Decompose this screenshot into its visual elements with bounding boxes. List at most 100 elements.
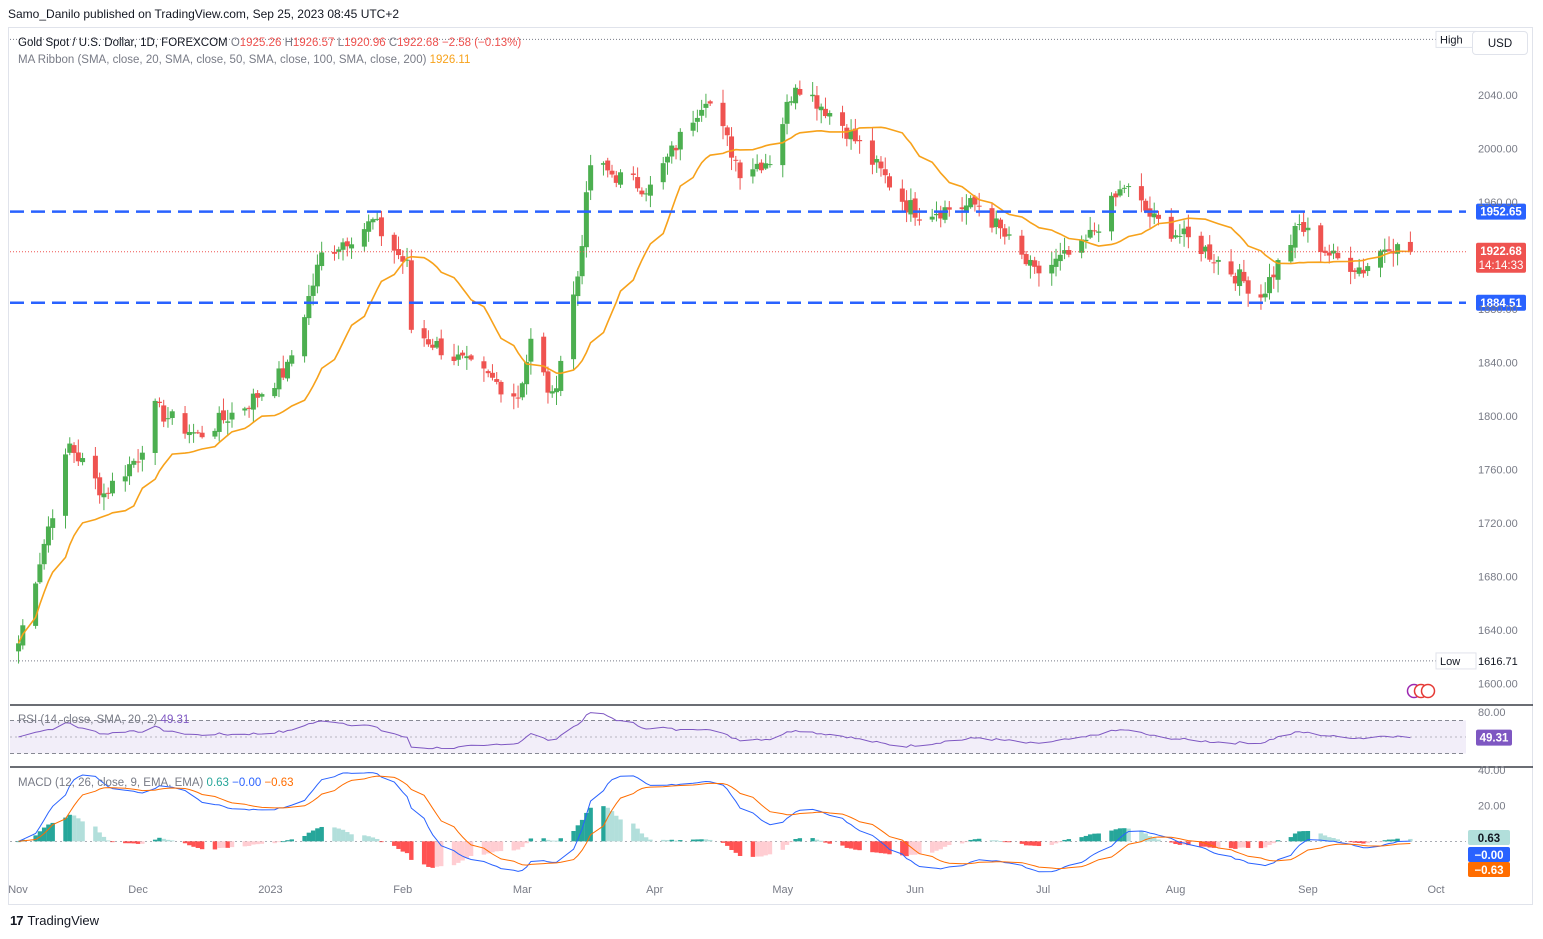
candle-body	[882, 169, 888, 176]
publisher-line: Samo_Danilo published on TradingView.com…	[8, 7, 400, 21]
price-tick-label: 1680.00	[1478, 571, 1518, 583]
candle-body	[1151, 213, 1157, 218]
macd-histogram-bar	[912, 841, 918, 855]
candle-body	[105, 492, 111, 494]
macd-histogram-bar	[673, 840, 679, 842]
candle-body	[784, 101, 790, 124]
macd-histogram-bar	[750, 841, 756, 857]
macd-histogram-bar	[1327, 837, 1332, 842]
macd-histogram-bar	[789, 841, 794, 843]
close-value: 1922.68	[397, 37, 439, 49]
candle-body	[421, 328, 427, 339]
candle-body	[255, 393, 261, 398]
candle-body	[814, 95, 820, 109]
macd-histogram-bar	[737, 841, 743, 856]
time-tick-label: Nov	[8, 884, 28, 896]
macd-histogram-bar	[1143, 833, 1148, 842]
open-label: O	[230, 37, 240, 49]
macd-histogram-bar	[1087, 834, 1093, 842]
macd-histogram-bar	[485, 841, 491, 854]
time-tick-label: Feb	[393, 884, 412, 896]
candle-body	[396, 249, 402, 256]
candle-body	[101, 493, 107, 498]
change-value: −2.58 (−0.13%)	[441, 37, 522, 49]
candle-body	[438, 338, 444, 356]
macd-histogram-bar	[1058, 841, 1063, 843]
macd-histogram-bar	[908, 841, 914, 855]
candle-body	[844, 127, 850, 139]
macd-histogram-bar	[1053, 841, 1059, 844]
economic-events-icon	[1406, 683, 1436, 699]
macd-histogram-bar	[1126, 828, 1131, 842]
macd-histogram-bar	[725, 841, 730, 846]
candle-body	[1121, 187, 1127, 189]
price-tick-label: 1600.00	[1478, 678, 1518, 690]
macd-histogram-bar	[1036, 841, 1042, 847]
candle-body	[660, 163, 666, 183]
macd-histogram-bar	[1263, 841, 1268, 848]
candle-body	[720, 102, 726, 127]
macd-histogram-bar	[857, 841, 862, 851]
candle-body	[852, 128, 858, 142]
candle-body	[899, 188, 905, 202]
candle-body	[588, 165, 594, 191]
macd-histogram-bar	[1292, 833, 1298, 842]
macd-histogram-bar	[1211, 841, 1217, 848]
macd-histogram-bar	[1391, 839, 1396, 842]
macd-histogram-bar	[281, 841, 286, 843]
macd-value-tag-label: 0.63	[1478, 833, 1500, 845]
macd-histogram-bar	[665, 840, 670, 842]
macd-legend[interactable]: MACD (12, 26, close, 9, EMA, EMA) 0.63 −…	[18, 777, 294, 789]
macd-histogram-bar	[80, 821, 85, 842]
candle-body	[156, 401, 162, 404]
candle-body	[425, 339, 431, 345]
candle-body	[1275, 260, 1281, 280]
ma-legend-row[interactable]: MA Ribbon (SMA, close, 20, SMA, close, 5…	[18, 52, 521, 69]
signal-line	[18, 775, 1411, 870]
macd-histogram-bar	[276, 841, 282, 843]
macd-histogram-bar	[1062, 839, 1067, 842]
candle-body	[788, 101, 794, 103]
candle-body	[669, 145, 675, 157]
macd-histogram-bar	[609, 811, 615, 842]
candle-body	[613, 175, 619, 183]
candle-body	[993, 218, 999, 228]
macd-histogram-bar	[1288, 837, 1294, 842]
macd-histogram-bar	[635, 828, 640, 842]
candle-body	[1143, 200, 1149, 211]
candle-body	[549, 391, 555, 394]
candle-body	[677, 131, 683, 150]
candle-body	[1079, 239, 1085, 253]
macd-histogram-bar	[1348, 841, 1353, 843]
tradingview-logo[interactable]: 17 TradingView	[10, 913, 99, 928]
macd-histogram-bar	[793, 839, 798, 842]
macd-histogram-bar	[229, 841, 235, 848]
macd-histogram-bar	[255, 841, 260, 845]
candle-body	[310, 285, 316, 296]
time-tick-label: Jun	[906, 884, 924, 896]
macd-histogram-bar	[1378, 841, 1383, 843]
candle-body	[464, 356, 470, 359]
macd-histogram-bar	[1152, 837, 1157, 842]
macd-histogram-bar	[1267, 841, 1272, 845]
candle-body	[618, 172, 624, 185]
macd-value-tag	[1468, 847, 1510, 862]
candle-body	[630, 173, 636, 175]
rsi-legend[interactable]: RSI (14, close, SMA, 20, 2) 49.31	[18, 714, 189, 726]
candle-body	[289, 355, 295, 364]
macd-histogram-bar	[191, 841, 196, 847]
macd-histogram-bar	[605, 807, 610, 842]
candle-body	[528, 338, 534, 362]
macd-histogram-bar	[989, 840, 995, 842]
candle-body	[1288, 245, 1294, 262]
candle-body	[1066, 250, 1072, 255]
level-price-label: 1952.65	[1480, 207, 1522, 219]
currency-button[interactable]: USD	[1472, 31, 1528, 55]
candle-body	[430, 344, 436, 348]
macd-histogram-bar	[370, 837, 376, 842]
macd-histogram-bar	[451, 841, 457, 866]
candle-body	[366, 221, 372, 232]
macd-histogram-bar	[827, 841, 832, 844]
macd-histogram-bar	[366, 836, 371, 842]
